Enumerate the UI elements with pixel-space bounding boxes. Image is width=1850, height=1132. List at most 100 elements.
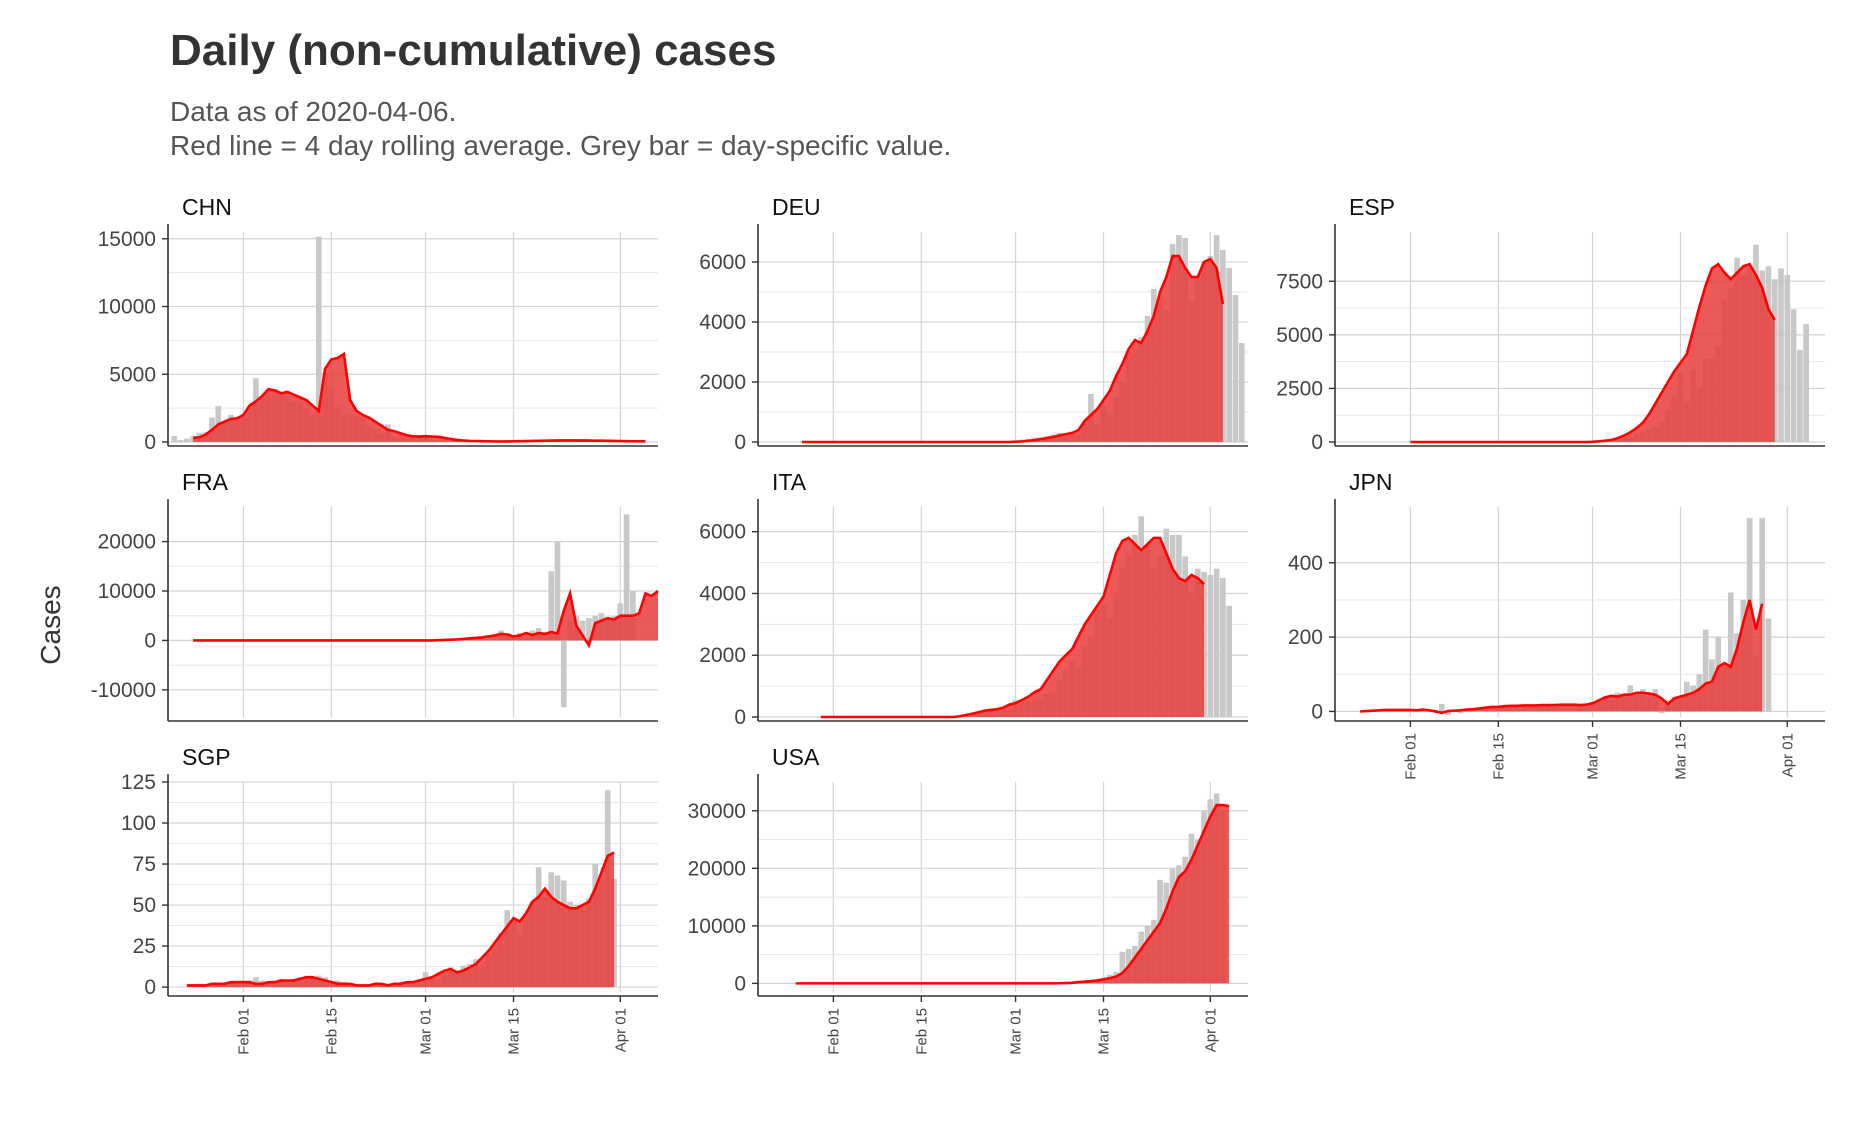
daily-bar [171,435,178,442]
y-tick-label: 10000 [98,296,156,319]
x-tick-label: Feb 15 [1490,733,1507,780]
facet-title: JPN [1349,469,1392,495]
daily-bar [579,620,586,641]
y-tick-label: 25 [133,935,156,958]
daily-bar [315,236,322,442]
daily-bar [1238,343,1245,442]
x-tick-label: Mar 01 [418,1008,435,1055]
rolling-average-line [820,536,1205,719]
daily-bar [184,438,190,442]
facet-panel-usa: USA 0 10000 20000 30000 Feb 01 Feb 15 Mar 01 Mar… [688,744,1248,1055]
facet-title: SGP [182,744,231,770]
rolling-average-line [193,588,659,649]
daily-bar [1220,578,1226,717]
daily-bar [1438,703,1445,712]
daily-bar [1232,295,1239,442]
y-tick-label: 4000 [699,311,746,334]
daily-bar [1213,568,1220,717]
y-tick-label: 6000 [699,521,746,544]
y-tick-label: 10000 [688,915,746,938]
daily-bar [586,618,592,641]
daily-bar [1226,268,1232,442]
facet-panel-sgp: SGP 0 25 50 75 100 125 Feb 01 Feb 15 Mar 01 Mar 15… [121,744,658,1055]
daily-bar [1226,605,1232,717]
facet-title: DEU [772,194,821,220]
y-tick-label: 0 [734,972,746,995]
facet-title: CHN [182,194,232,220]
rolling-average-area [186,852,615,988]
daily-bar [554,541,561,641]
daily-bar [1207,574,1214,717]
rolling-average-line [1360,599,1764,715]
y-tick-label: 2500 [1276,377,1323,400]
x-tick-label: Mar 15 [1673,733,1690,780]
y-tick-label: -10000 [91,679,156,702]
y-tick-label: 0 [734,431,746,454]
daily-bar [1119,951,1126,984]
y-tick-label: 5000 [1276,324,1323,347]
daily-bar [1778,268,1784,442]
y-axis-label: Cases [35,585,66,664]
facet-title: FRA [182,469,229,495]
subtitle-line-1: Data as of 2020-04-06. [170,96,457,127]
facet-panel-jpn: JPN 0 200 400 Feb 01 Feb 15 Mar 01 Mar 15 Apr 01 [1288,469,1825,780]
y-tick-label: 0 [1311,700,1323,723]
y-tick-label: 15000 [98,228,156,251]
x-tick-label: Apr 01 [1779,733,1796,777]
facet-title: USA [772,744,820,770]
daily-bar [1445,711,1451,716]
x-tick-label: Mar 15 [506,1008,523,1055]
y-tick-label: 10000 [98,580,156,603]
x-tick-label: Feb 01 [1402,733,1419,780]
y-tick-label: 20000 [98,531,156,554]
y-tick-label: 2000 [699,371,746,394]
y-tick-label: 20000 [688,857,746,880]
x-tick-label: Feb 15 [913,1008,930,1055]
x-tick-label: Mar 15 [1096,1008,1113,1055]
daily-bar [1790,309,1797,442]
chart-title: Daily (non-cumulative) cases [170,26,777,75]
daily-bar [177,439,184,442]
rolling-average-area [801,256,1223,442]
facet-title: ESP [1349,194,1395,220]
rolling-average-area [820,537,1205,717]
daily-bar [253,977,259,988]
y-tick-label: 200 [1288,626,1323,649]
rolling-average-area [193,353,646,442]
facet-panel-esp: ESP 0 2500 5000 7500 [1276,194,1825,454]
daily-bar [1797,349,1803,442]
daily-bar [202,987,209,988]
daily-bar [548,571,555,641]
daily-bar [1457,711,1464,714]
rolling-average-line [186,851,615,987]
y-tick-label: 50 [133,894,156,917]
daily-bar [1658,711,1665,714]
daily-bar [1803,324,1809,442]
y-tick-label: 0 [734,706,746,729]
y-tick-label: 30000 [688,800,746,823]
daily-bar [1702,629,1709,712]
x-tick-label: Feb 01 [235,1008,252,1055]
rolling-average-line [1410,262,1776,444]
facet-title: ITA [772,469,807,495]
x-tick-label: Mar 01 [1585,733,1602,780]
rolling-average-line [795,803,1230,985]
daily-bar [1784,274,1791,442]
y-tick-label: 2000 [699,644,746,667]
y-tick-label: 7500 [1276,270,1323,293]
x-tick-label: Mar 01 [1008,1008,1025,1055]
daily-bar [1727,592,1734,712]
rolling-average-area [795,805,1230,984]
rolling-average-line [801,254,1225,444]
daily-bar [560,640,567,708]
x-tick-label: Apr 01 [612,1008,629,1052]
y-tick-label: 0 [144,431,156,454]
facet-panel-fra: FRA -10000 0 10000 20000 [91,469,659,722]
y-tick-label: 100 [121,812,156,835]
x-tick-label: Feb 15 [323,1008,340,1055]
x-tick-label: Feb 01 [825,1008,842,1055]
facet-panel-chn: CHN 0 5000 10000 15000 [98,194,658,454]
facet-panel-ita: ITA 0 2000 4000 6000 [699,469,1248,729]
rolling-average-area [1360,599,1763,713]
